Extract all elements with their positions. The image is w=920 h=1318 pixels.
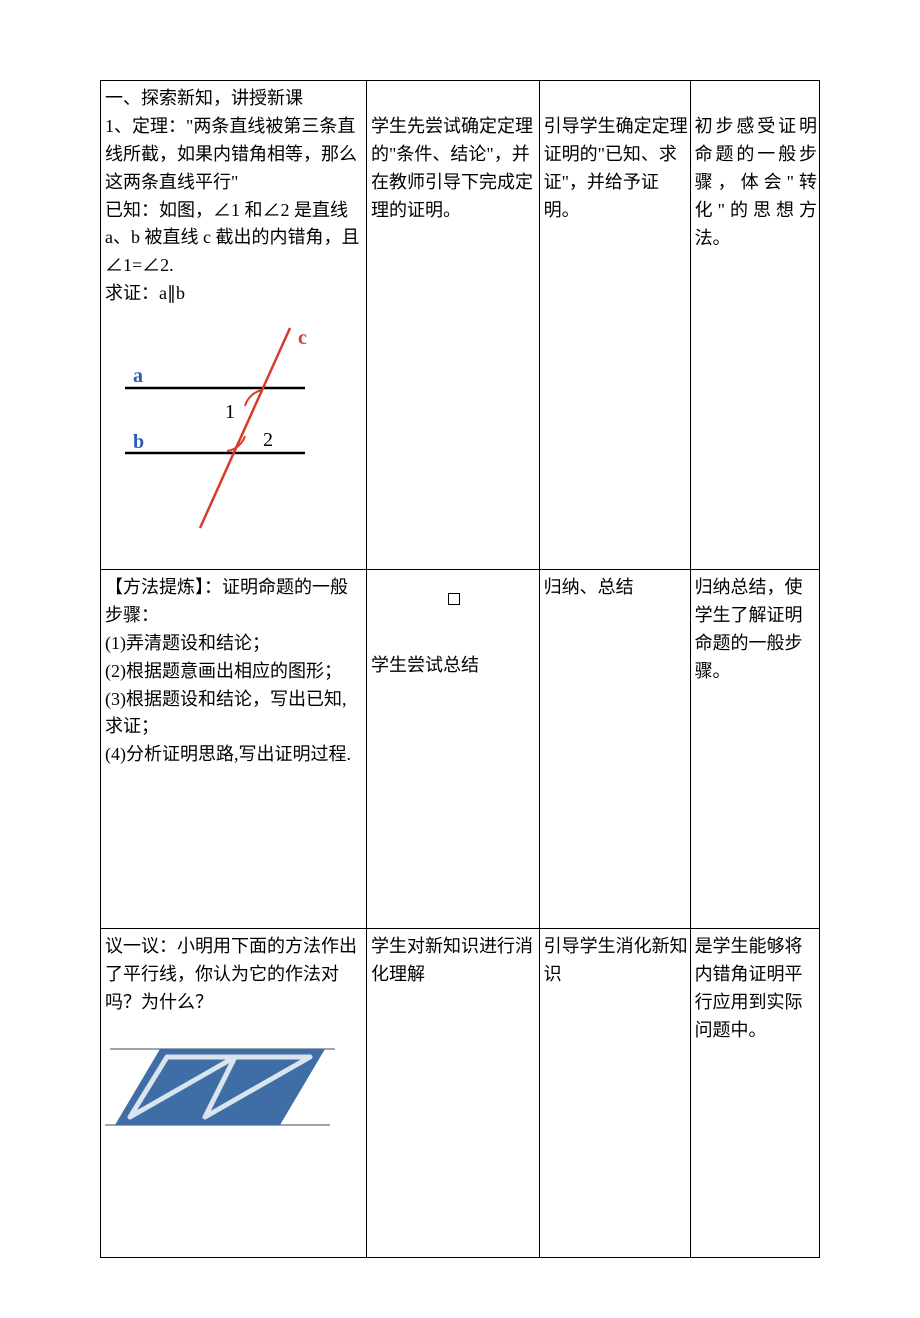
r2c1-line1: 【方法提炼】：证明命题的一般步骤： [105,574,364,630]
table-row: 【方法提炼】：证明命题的一般步骤： (1)弄清题设和结论； (2)根据题意画出相… [101,570,820,929]
cell-r2c4: 归纳总结，使学生了解证明命题的一般步骤。 [690,570,819,929]
r1c1-line4: 求证：a∥b [105,280,364,308]
svg-text:c: c [298,327,307,349]
r2c1-line5: (4)分析证明思路,写出证明过程. [105,741,364,769]
r1c2-text: 学生先尝试确定定理的"条件、结论"，并在教师引导下完成定理的证明。 [371,113,537,225]
placeholder-box [371,574,537,612]
cell-r3c3: 引导学生消化新知识 [539,929,690,1258]
r2c1-line3: (2)根据题意画出相应的图形； [105,658,364,686]
svg-text:b: b [133,431,144,453]
document-page: 一、探索新知，讲授新课 1、定理："两条直线被第三条直线所截，如果内错角相等，那… [0,0,920,1318]
r3c3-text: 引导学生消化新知识 [544,933,688,989]
r3c1-line1: 议一议：小明用下面的方法作出了平行线，你认为它的作法对吗？为什么？ [105,933,364,1017]
cell-r1c2: 学生先尝试确定定理的"条件、结论"，并在教师引导下完成定理的证明。 [367,81,540,570]
cell-r1c4: 初步感受证明命题的一般步骤，体会"转化"的思想方法。 [690,81,819,570]
r2c1-line4: (3)根据题设和结论，写出已知,求证； [105,686,364,742]
svg-text:2: 2 [263,429,273,451]
r1c1-line2: 1、定理："两条直线被第三条直线所截，如果内错角相等，那么这两条直线平行" [105,113,364,197]
transversal-svg: a b c 1 2 [105,318,325,538]
svg-text:a: a [133,365,143,387]
r1c3-text: 引导学生确定定理证明的"已知、求证"，并给予证明。 [544,113,688,225]
table-row: 一、探索新知，讲授新课 1、定理："两条直线被第三条直线所截，如果内错角相等，那… [101,81,820,570]
r3c4-text: 是学生能够将内错角证明平行应用到实际问题中。 [695,933,817,1045]
cell-r1c1: 一、探索新知，讲授新课 1、定理："两条直线被第三条直线所截，如果内错角相等，那… [101,81,367,570]
lesson-table: 一、探索新知，讲授新课 1、定理："两条直线被第三条直线所截，如果内错角相等，那… [100,80,820,1258]
cell-r2c3: 归纳、总结 [539,570,690,929]
r3c2-text: 学生对新知识进行消化理解 [371,933,537,989]
r2c4-text: 归纳总结，使学生了解证明命题的一般步骤。 [695,574,817,686]
r1c1-line3: 已知：如图，∠1 和∠2 是直线 a、b 被直线 c 截出的内错角，且∠1=∠2… [105,197,364,281]
cell-r2c2: 学生尝试总结 [367,570,540,929]
diagram-parallelogram [105,1027,364,1156]
r2c3-text: 归纳、总结 [544,574,688,602]
cell-r3c1: 议一议：小明用下面的方法作出了平行线，你认为它的作法对吗？为什么？ [101,929,367,1258]
r2c2-text: 学生尝试总结 [371,652,537,680]
svg-text:1: 1 [225,401,235,423]
r1c1-line1: 一、探索新知，讲授新课 [105,85,364,113]
cell-r1c3: 引导学生确定定理证明的"已知、求证"，并给予证明。 [539,81,690,570]
cell-r3c2: 学生对新知识进行消化理解 [367,929,540,1258]
diagram-transversal: a b c 1 2 [105,318,364,547]
r2c1-line2: (1)弄清题设和结论； [105,630,364,658]
r1c4-text: 初步感受证明命题的一般步骤，体会"转化"的思想方法。 [695,113,817,252]
cell-r3c4: 是学生能够将内错角证明平行应用到实际问题中。 [690,929,819,1258]
table-row: 议一议：小明用下面的方法作出了平行线，你认为它的作法对吗？为什么？ 学生对新知识… [101,929,820,1258]
parallelogram-svg [105,1027,340,1147]
cell-r2c1: 【方法提炼】：证明命题的一般步骤： (1)弄清题设和结论； (2)根据题意画出相… [101,570,367,929]
